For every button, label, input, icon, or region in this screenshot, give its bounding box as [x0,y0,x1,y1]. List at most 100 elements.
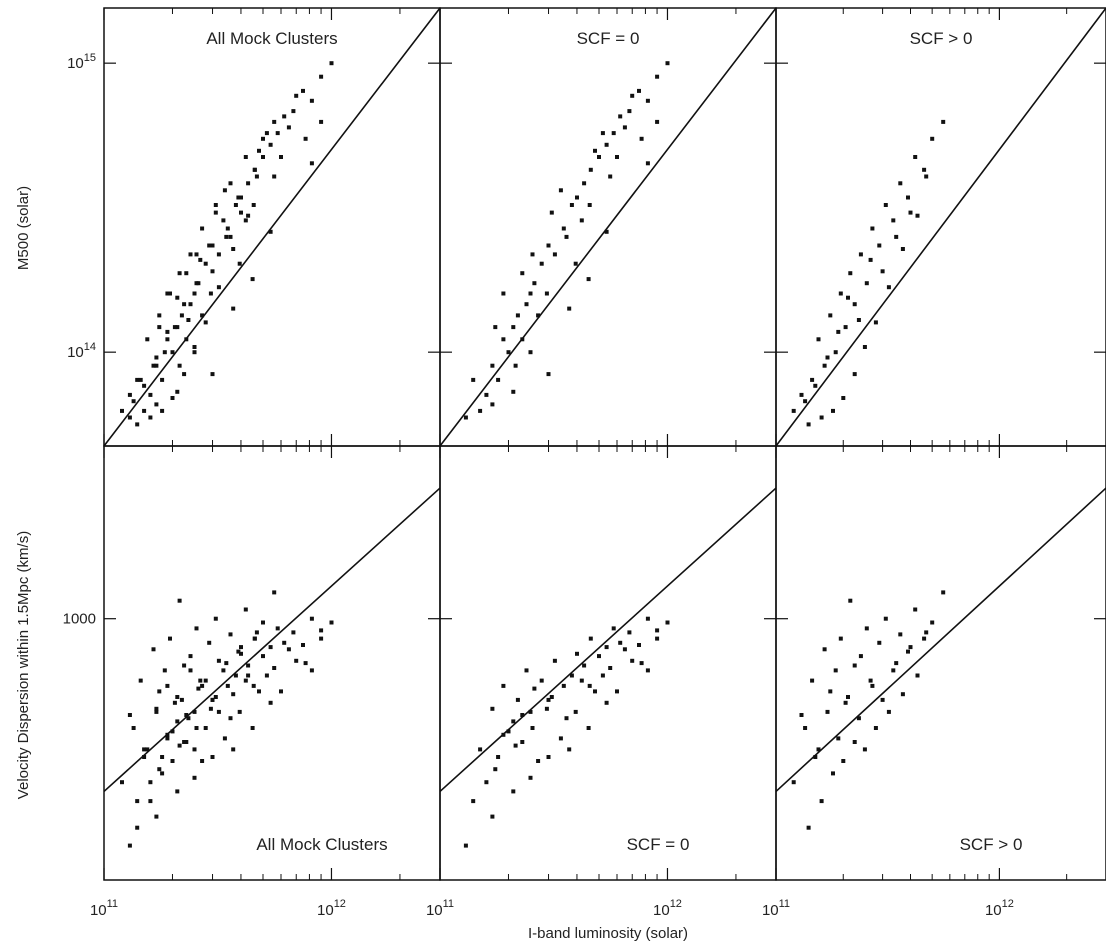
data-point [154,706,159,711]
data-point [224,661,229,666]
data-point [600,131,605,136]
data-point [225,683,230,688]
data-point [513,363,518,368]
data-point [567,747,572,752]
data-point [213,616,218,621]
data-point [484,392,489,397]
data-point [286,647,291,652]
data-point [194,626,199,631]
data-point [587,683,592,688]
data-point [816,337,821,342]
data-point [194,281,199,286]
data-point [880,697,885,702]
data-point [922,636,927,641]
data-point [838,291,843,296]
data-point [203,320,208,325]
data-point [564,716,569,721]
data-point [142,383,147,388]
data-point [579,218,584,223]
data-point [192,350,197,355]
data-point [546,372,551,377]
data-point [908,645,913,650]
data-point [243,218,248,223]
data-point [208,706,213,711]
data-point [873,726,878,730]
data-point [611,131,616,136]
data-point [883,616,888,621]
data-point [250,277,255,282]
data-point [279,155,283,159]
data-point [239,645,243,650]
x-tick-label: 1012 [653,898,682,919]
data-point [813,383,818,388]
data-point [913,155,918,159]
data-point [846,295,850,300]
data-point [177,743,182,748]
data-point [170,350,175,355]
data-point [886,285,891,290]
data-point [157,325,162,330]
y-tick-label: 1014 [67,341,96,361]
data-point [813,755,818,759]
data-point [856,716,861,721]
data-point [252,167,257,172]
data-point [239,210,243,215]
data-point [182,663,187,668]
data-point [237,709,242,714]
data-point [506,729,511,734]
data-point [228,234,233,239]
panel-title: All Mock Clusters [256,835,387,854]
data-point [225,226,230,231]
data-point [833,350,838,355]
data-point [864,626,869,631]
data-point [148,799,153,804]
data-point [515,313,520,318]
data-point [493,325,498,330]
data-point [520,740,525,744]
data-point [655,628,660,633]
data-point [188,252,193,257]
data-point [272,119,277,124]
data-point [582,181,587,186]
data-point [484,780,489,785]
data-point [236,649,241,654]
data-point [856,318,861,322]
data-point [216,252,221,257]
data-point [175,295,180,300]
data-point [228,716,233,721]
y-tick-label: 1000 [63,611,96,628]
data-point [546,243,551,248]
data-point [791,408,796,413]
data-point [135,377,140,382]
data-point [160,377,165,382]
data-point [182,740,187,744]
data-point [841,396,846,400]
data-point [157,689,162,694]
data-point [579,678,584,683]
data-point [831,408,835,413]
data-point [154,355,159,360]
data-point [558,188,563,193]
data-point [524,302,529,307]
data-point [309,161,314,166]
data-point [127,713,132,717]
data-point [319,636,324,641]
data-point [828,689,833,694]
data-point [210,243,215,248]
data-point [148,780,153,785]
data-point [645,98,650,103]
data-point [216,285,221,290]
data-point [600,673,605,678]
data-point [528,291,533,296]
data-point [608,666,613,670]
panel-title: SCF = 0 [627,835,690,854]
data-point [561,683,566,688]
x-tick-label: 1012 [985,898,1014,919]
x-tick-label: 1011 [90,898,118,919]
data-point [329,620,334,625]
data-point [200,226,205,231]
data-point [237,261,242,266]
data-point [665,61,670,66]
data-point [564,234,569,239]
data-point [604,700,609,705]
